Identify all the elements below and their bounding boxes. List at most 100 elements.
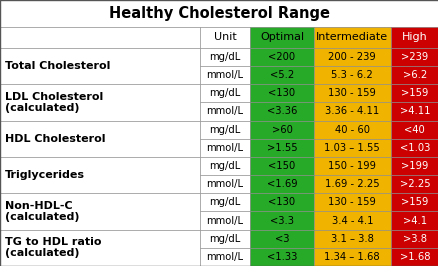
Text: <3: <3 bbox=[274, 234, 289, 244]
Bar bbox=[250, 157, 313, 175]
Bar bbox=[199, 175, 250, 193]
Bar bbox=[199, 27, 250, 48]
Bar bbox=[199, 193, 250, 211]
Bar bbox=[390, 102, 438, 120]
Text: >1.55: >1.55 bbox=[266, 143, 297, 153]
Bar bbox=[250, 27, 313, 48]
Text: Healthy Cholesterol Range: Healthy Cholesterol Range bbox=[109, 6, 329, 21]
Bar bbox=[199, 211, 250, 230]
Bar bbox=[390, 120, 438, 139]
Text: <5.2: <5.2 bbox=[269, 70, 293, 80]
Bar bbox=[0, 230, 199, 266]
Text: >3.8: >3.8 bbox=[402, 234, 426, 244]
Text: 3.1 – 3.8: 3.1 – 3.8 bbox=[330, 234, 373, 244]
Bar bbox=[0, 120, 199, 157]
Text: 3.36 - 4.11: 3.36 - 4.11 bbox=[325, 106, 378, 117]
Bar bbox=[250, 102, 313, 120]
Bar bbox=[250, 230, 313, 248]
Bar bbox=[0, 48, 199, 84]
Bar bbox=[199, 230, 250, 248]
Text: >2.25: >2.25 bbox=[399, 179, 429, 189]
Bar bbox=[199, 102, 250, 120]
Bar bbox=[250, 48, 313, 66]
Bar bbox=[313, 230, 390, 248]
Text: LDL Cholesterol
(calculated): LDL Cholesterol (calculated) bbox=[5, 92, 103, 113]
Bar bbox=[313, 48, 390, 66]
Bar bbox=[250, 120, 313, 139]
Bar bbox=[390, 84, 438, 102]
Text: >4.1: >4.1 bbox=[402, 215, 426, 226]
Text: <1.03: <1.03 bbox=[399, 143, 429, 153]
Text: <40: <40 bbox=[403, 125, 424, 135]
Bar bbox=[199, 48, 250, 66]
Text: High: High bbox=[401, 32, 427, 42]
Text: mmol/L: mmol/L bbox=[206, 143, 243, 153]
Text: >239: >239 bbox=[400, 52, 427, 62]
Text: >1.68: >1.68 bbox=[399, 252, 429, 262]
Text: Optimal: Optimal bbox=[259, 32, 304, 42]
Bar bbox=[250, 139, 313, 157]
Bar bbox=[390, 27, 438, 48]
Bar bbox=[199, 157, 250, 175]
Text: 40 - 60: 40 - 60 bbox=[334, 125, 369, 135]
Text: mmol/L: mmol/L bbox=[206, 252, 243, 262]
Bar bbox=[313, 193, 390, 211]
Text: 1.34 – 1.68: 1.34 – 1.68 bbox=[324, 252, 379, 262]
Bar bbox=[0, 0, 438, 27]
Text: <200: <200 bbox=[268, 52, 295, 62]
Text: mmol/L: mmol/L bbox=[206, 106, 243, 117]
Bar bbox=[0, 84, 199, 120]
Text: >159: >159 bbox=[400, 88, 427, 98]
Text: mg/dL: mg/dL bbox=[209, 88, 240, 98]
Text: mmol/L: mmol/L bbox=[206, 70, 243, 80]
Text: Non-HDL-C
(calculated): Non-HDL-C (calculated) bbox=[5, 201, 80, 222]
Text: Unit: Unit bbox=[213, 32, 236, 42]
Text: <1.33: <1.33 bbox=[266, 252, 297, 262]
Bar bbox=[313, 157, 390, 175]
Bar bbox=[313, 66, 390, 84]
Text: <150: <150 bbox=[268, 161, 295, 171]
Text: >4.11: >4.11 bbox=[399, 106, 429, 117]
Text: mg/dL: mg/dL bbox=[209, 125, 240, 135]
Text: <130: <130 bbox=[268, 88, 295, 98]
Bar bbox=[390, 175, 438, 193]
Bar bbox=[199, 84, 250, 102]
Text: 130 - 159: 130 - 159 bbox=[328, 197, 375, 207]
Bar bbox=[250, 211, 313, 230]
Bar bbox=[199, 120, 250, 139]
Text: 5.3 - 6.2: 5.3 - 6.2 bbox=[331, 70, 372, 80]
Text: <3.36: <3.36 bbox=[266, 106, 297, 117]
Text: 130 - 159: 130 - 159 bbox=[328, 88, 375, 98]
Bar bbox=[390, 230, 438, 248]
Text: Triglycerides: Triglycerides bbox=[5, 170, 85, 180]
Bar bbox=[199, 139, 250, 157]
Bar bbox=[313, 27, 390, 48]
Bar bbox=[250, 193, 313, 211]
Text: HDL Cholesterol: HDL Cholesterol bbox=[5, 134, 106, 144]
Bar bbox=[313, 211, 390, 230]
Text: 1.69 - 2.25: 1.69 - 2.25 bbox=[324, 179, 379, 189]
Bar bbox=[0, 193, 199, 230]
Bar bbox=[250, 248, 313, 266]
Bar bbox=[313, 84, 390, 102]
Text: 1.03 – 1.55: 1.03 – 1.55 bbox=[324, 143, 379, 153]
Text: >159: >159 bbox=[400, 197, 427, 207]
Text: <130: <130 bbox=[268, 197, 295, 207]
Text: mg/dL: mg/dL bbox=[209, 161, 240, 171]
Bar bbox=[313, 175, 390, 193]
Text: mg/dL: mg/dL bbox=[209, 52, 240, 62]
Text: Intermediate: Intermediate bbox=[315, 32, 388, 42]
Bar bbox=[250, 175, 313, 193]
Bar bbox=[390, 48, 438, 66]
Bar bbox=[390, 193, 438, 211]
Bar bbox=[313, 102, 390, 120]
Bar bbox=[390, 66, 438, 84]
Bar bbox=[313, 248, 390, 266]
Text: >60: >60 bbox=[271, 125, 292, 135]
Bar bbox=[250, 66, 313, 84]
Bar bbox=[390, 157, 438, 175]
Bar bbox=[199, 66, 250, 84]
Text: 150 - 199: 150 - 199 bbox=[328, 161, 375, 171]
Text: <3.3: <3.3 bbox=[269, 215, 293, 226]
Bar bbox=[0, 27, 199, 48]
